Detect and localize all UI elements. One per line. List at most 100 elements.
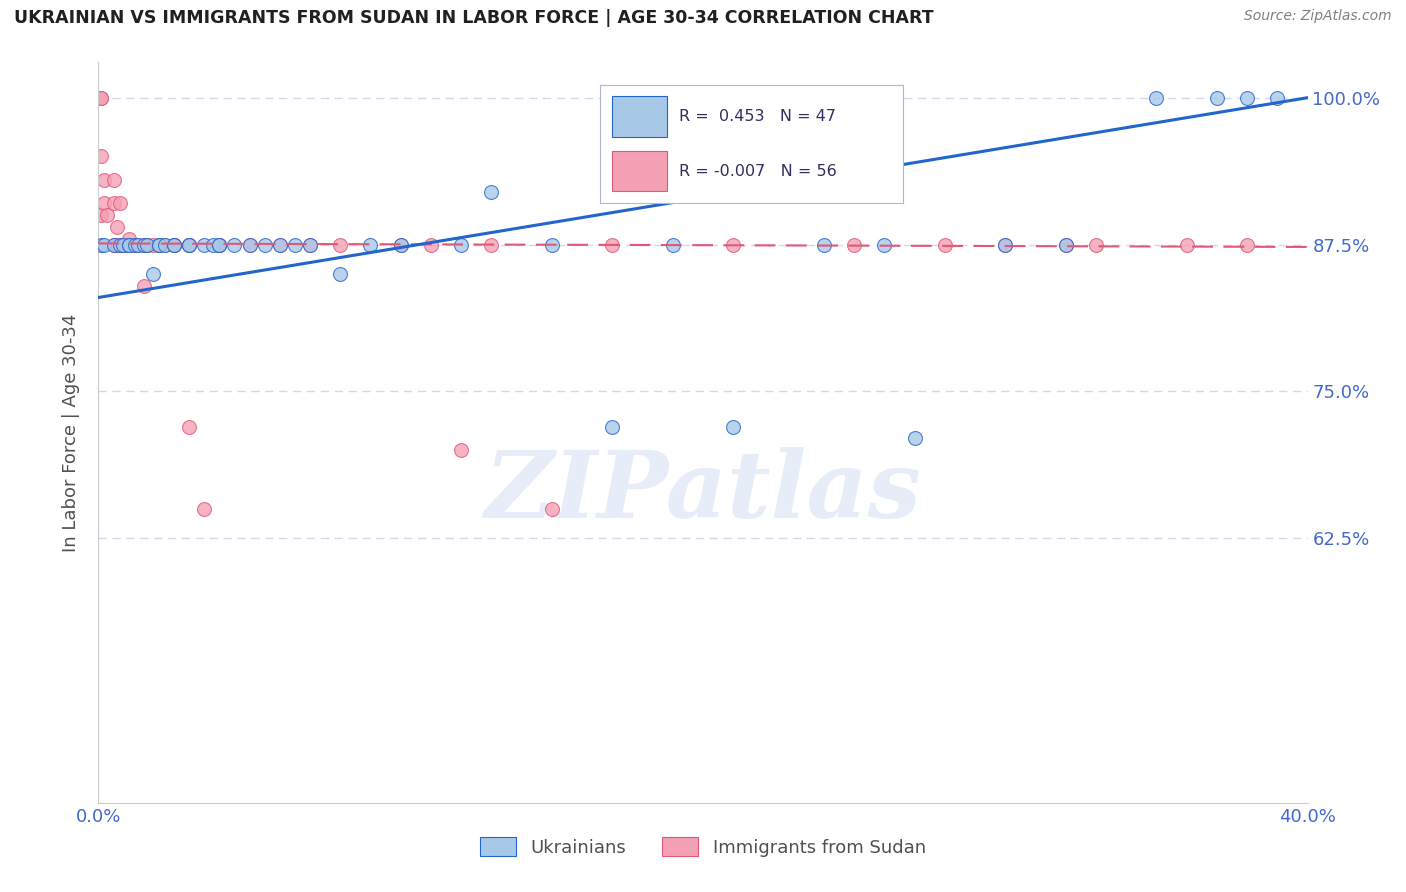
Point — [844, 237, 866, 252]
Point — [179, 237, 201, 252]
Point — [1267, 91, 1289, 105]
Point — [208, 237, 231, 252]
Point — [481, 185, 503, 199]
Point — [108, 237, 131, 252]
Point — [602, 419, 624, 434]
Point — [148, 237, 170, 252]
Point — [93, 196, 115, 211]
Point — [723, 419, 745, 434]
Point — [1175, 237, 1198, 252]
Point — [208, 237, 231, 252]
Legend: Ukrainians, Immigrants from Sudan: Ukrainians, Immigrants from Sudan — [479, 838, 927, 856]
Point — [93, 237, 115, 252]
Point — [103, 196, 125, 211]
Point — [118, 237, 141, 252]
Point — [153, 237, 176, 252]
Point — [142, 267, 165, 281]
Point — [148, 237, 170, 252]
Point — [202, 237, 225, 252]
Point — [723, 237, 745, 252]
Point — [90, 237, 112, 252]
Point — [105, 237, 128, 252]
Point — [269, 237, 291, 252]
Point — [103, 237, 125, 252]
Point — [299, 237, 322, 252]
Point — [105, 219, 128, 234]
Point — [284, 237, 307, 252]
Point — [208, 237, 231, 252]
Point — [269, 237, 291, 252]
Point — [193, 502, 215, 516]
Point — [135, 237, 157, 252]
Point — [420, 237, 443, 252]
Point — [602, 237, 624, 252]
Point — [179, 237, 201, 252]
Point — [90, 208, 112, 222]
Point — [540, 237, 562, 252]
Point — [873, 237, 896, 252]
Point — [111, 237, 134, 252]
Point — [90, 91, 112, 105]
Point — [1144, 91, 1167, 105]
Point — [1236, 91, 1258, 105]
Point — [994, 237, 1017, 252]
Point — [934, 237, 956, 252]
Point — [329, 237, 352, 252]
Point — [108, 237, 131, 252]
Text: Source: ZipAtlas.com: Source: ZipAtlas.com — [1244, 9, 1392, 23]
Point — [124, 237, 146, 252]
Point — [124, 237, 146, 252]
Point — [299, 237, 322, 252]
Point — [239, 237, 262, 252]
Point — [96, 208, 118, 222]
Point — [124, 237, 146, 252]
Text: ZIPatlas: ZIPatlas — [485, 447, 921, 537]
Point — [540, 502, 562, 516]
Point — [163, 237, 186, 252]
Point — [132, 278, 155, 293]
Point — [163, 237, 186, 252]
Point — [450, 443, 472, 458]
Point — [389, 237, 412, 252]
Point — [127, 237, 149, 252]
Point — [148, 237, 170, 252]
Point — [1085, 237, 1108, 252]
Point — [661, 237, 683, 252]
Point — [153, 237, 176, 252]
Point — [132, 237, 155, 252]
Point — [904, 432, 927, 446]
Point — [208, 237, 231, 252]
Point — [179, 419, 201, 434]
Point — [179, 237, 201, 252]
Point — [481, 237, 503, 252]
Point — [118, 237, 141, 252]
Point — [1206, 91, 1229, 105]
Point — [163, 237, 186, 252]
Point — [108, 196, 131, 211]
Point — [118, 237, 141, 252]
Point — [179, 237, 201, 252]
Point — [163, 237, 186, 252]
Point — [93, 173, 115, 187]
Point — [132, 237, 155, 252]
Point — [90, 149, 112, 163]
Point — [329, 267, 352, 281]
Point — [135, 237, 157, 252]
Point — [118, 237, 141, 252]
Y-axis label: In Labor Force | Age 30-34: In Labor Force | Age 30-34 — [62, 313, 80, 552]
Point — [450, 237, 472, 252]
Text: UKRAINIAN VS IMMIGRANTS FROM SUDAN IN LABOR FORCE | AGE 30-34 CORRELATION CHART: UKRAINIAN VS IMMIGRANTS FROM SUDAN IN LA… — [14, 9, 934, 27]
Point — [103, 237, 125, 252]
Point — [118, 232, 141, 246]
Point — [1054, 237, 1077, 252]
Point — [994, 237, 1017, 252]
Point — [127, 237, 149, 252]
Point — [111, 237, 134, 252]
Point — [1236, 237, 1258, 252]
Point — [142, 237, 165, 252]
Point — [193, 237, 215, 252]
Point — [1054, 237, 1077, 252]
Point — [253, 237, 276, 252]
Point — [114, 237, 136, 252]
Point — [813, 237, 835, 252]
